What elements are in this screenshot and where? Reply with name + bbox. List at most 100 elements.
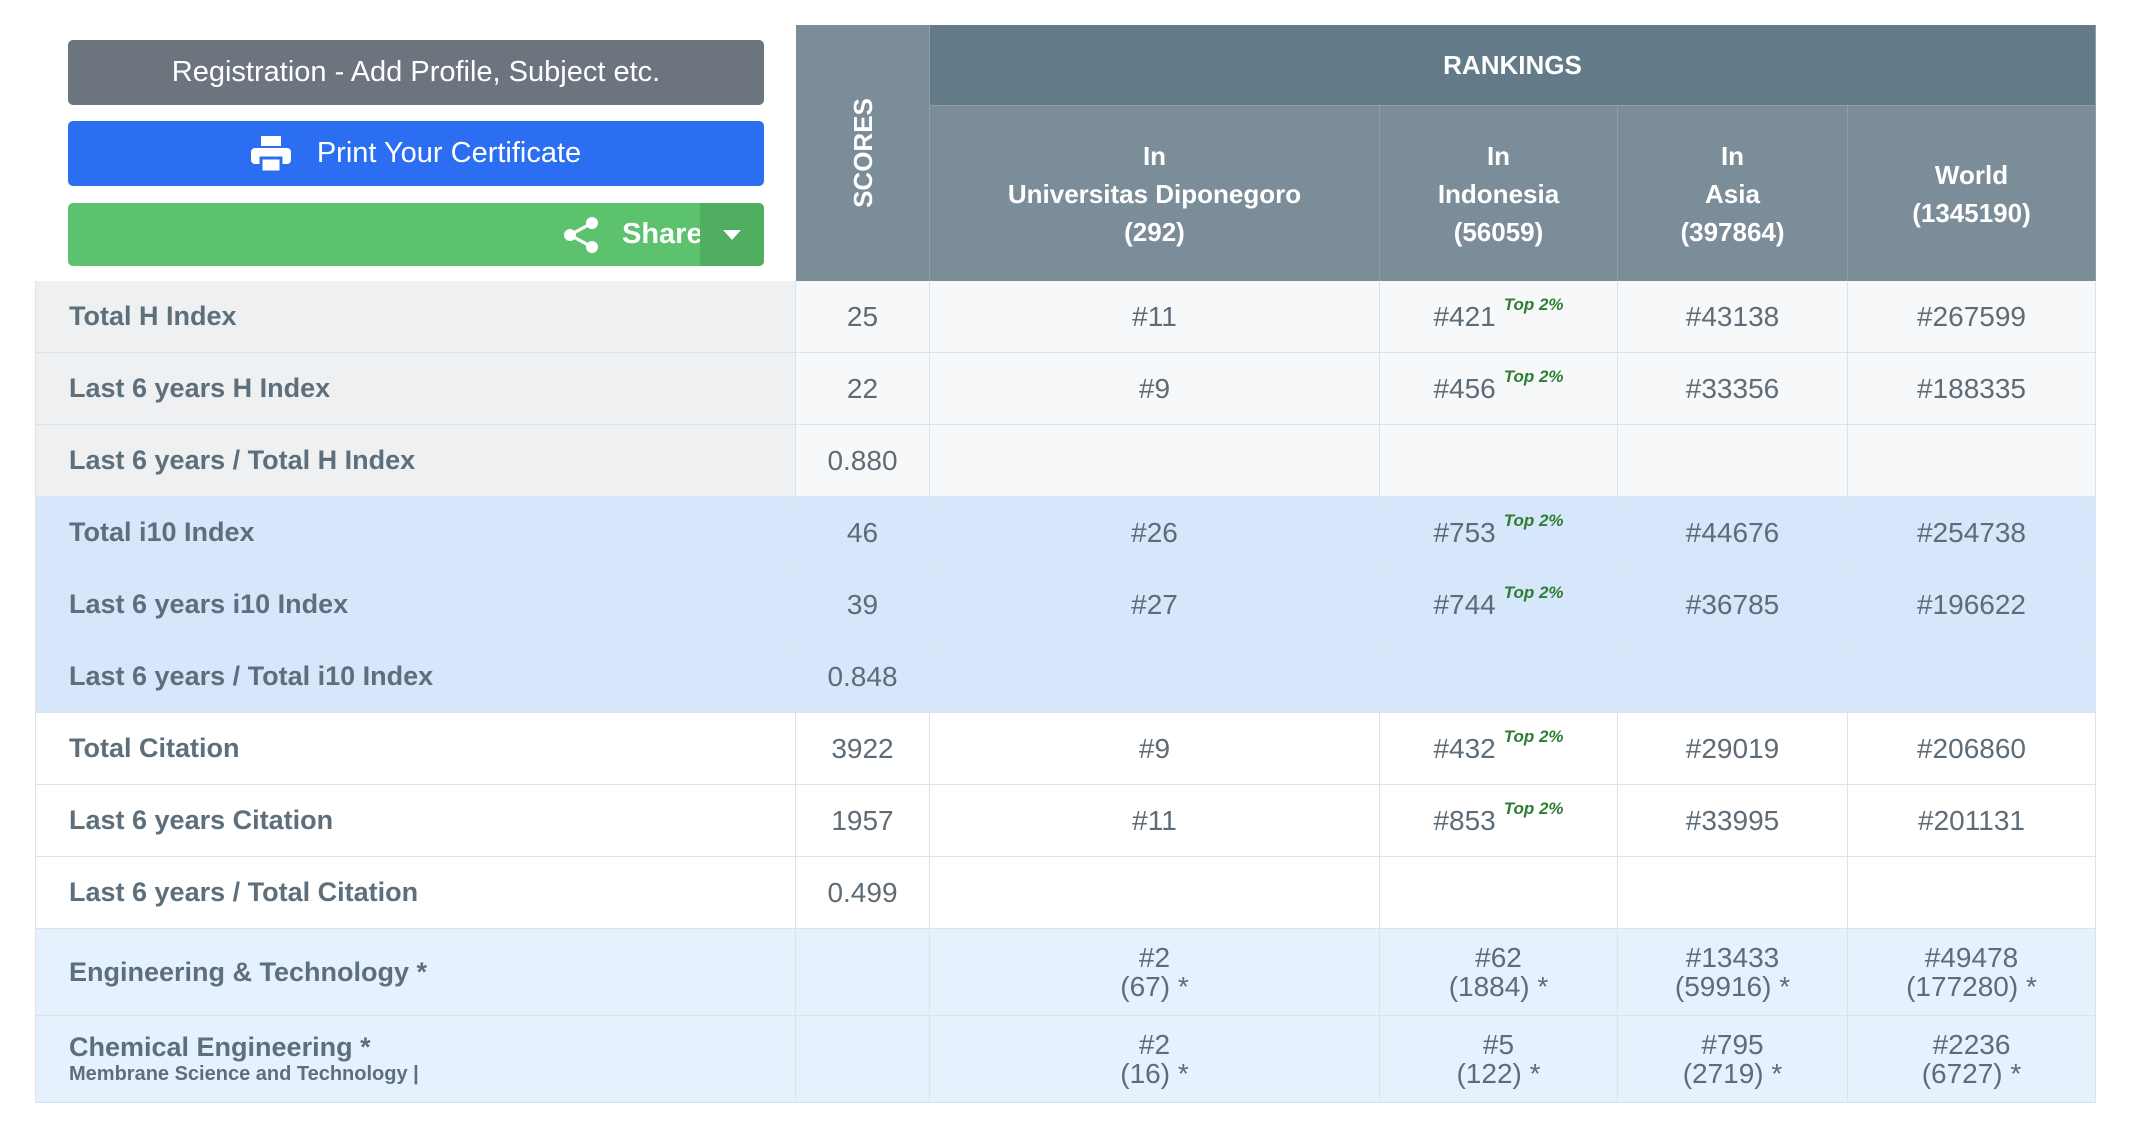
score: 22 [846,372,879,404]
rank-cell [1848,641,2096,713]
rank: #853 [1433,805,1496,836]
rank: #2 [1138,942,1171,973]
rank-cell: #5 (122) * [1380,1016,1618,1103]
score: 39 [846,588,879,620]
rank: #254738 [1916,517,2026,548]
score: 0.499 [827,876,898,908]
printer-icon [250,135,291,172]
rank-cell: #44676 [1618,497,1848,569]
rank-cell: #29019 [1618,713,1848,785]
header-line: Universitas Diponegoro [1007,178,1302,209]
rank-cell: #432 Top 2% [1380,713,1618,785]
registration-button[interactable]: Registration - Add Profile, Subject etc. [68,40,764,105]
rank: #206860 [1916,733,2026,764]
row-label: Last 6 years Citation [35,785,796,857]
rank: #43138 [1685,301,1780,332]
rank-cell: #9 [930,713,1380,785]
score-cell: 0.880 [796,425,930,497]
header-line: Asia [1705,178,1760,209]
rank-cell: #62 (1884) * [1380,929,1618,1016]
score: 25 [846,300,879,332]
rankings-header: RANKINGS [930,25,2096,106]
rank-cell: #36785 [1618,569,1848,641]
label-text: Engineering & Technology * [69,956,428,987]
rank: #33995 [1685,805,1780,836]
rank-cell [1848,425,2096,497]
score: 46 [846,516,879,548]
share-icon [564,216,598,253]
rank-cell: #49478 (177280) * [1848,929,2096,1016]
print-button[interactable]: Print Your Certificate [68,121,764,186]
rank: #26 [1131,517,1178,548]
header-line: (56059) [1453,216,1544,247]
score: 3922 [831,732,894,764]
row-label: Last 6 years i10 Index [35,569,796,641]
score-cell: 0.848 [796,641,930,713]
badge: Top 2% [1503,511,1564,530]
badge: Top 2% [1503,295,1564,314]
rank-cell [1848,857,2096,929]
rank: #188335 [1916,373,2026,404]
score-cell: 3922 [796,713,930,785]
rank-cell: #196622 [1848,569,2096,641]
score-cell: 46 [796,497,930,569]
row-label: Last 6 years / Total i10 Index [35,641,796,713]
badge: Top 2% [1503,583,1564,602]
rank: #196622 [1916,589,2026,620]
row-label: Last 6 years / Total H Index [35,425,796,497]
header-text: RANKINGS [1443,50,1582,80]
rank-count: (1884) * [1448,971,1549,1002]
label-text: Total i10 Index [69,517,255,547]
sublabel-text: Membrane Science and Technology | [69,1063,419,1085]
label-text: Last 6 years H Index [69,373,331,403]
score-cell: 39 [796,569,930,641]
score: 1957 [831,804,894,836]
score-cell [796,1016,930,1103]
column-header: World (1345190) [1848,106,2096,281]
header-line: In [1720,140,1745,171]
rank-cell: #43138 [1618,281,1848,353]
label-text: Last 6 years / Total H Index [69,445,416,475]
rank-count: (16) * [1120,1058,1189,1089]
label-text: Last 6 years / Total Citation [69,877,419,907]
caret [723,229,741,240]
rank-cell: #744 Top 2% [1380,569,1618,641]
rank: #201131 [1918,805,2025,836]
rank-cell: #421 Top 2% [1380,281,1618,353]
rank-cell: #2 (67) * [930,929,1380,1016]
score-cell [796,929,930,1016]
label-text: Last 6 years i10 Index [69,589,349,619]
header-line: (1345190) [1912,197,2031,228]
score: 0.848 [827,660,898,692]
header-line: (397864) [1680,216,1785,247]
label-text: Last 6 years Citation [69,805,334,835]
rank-cell [1618,641,1848,713]
button-label: Share [622,218,703,250]
button-label: Print Your Certificate [316,137,582,169]
column-header: In Universitas Diponegoro (292) [930,106,1380,281]
header-line: In [1486,140,1511,171]
rank-cell: #33356 [1618,353,1848,425]
rank-cell: #188335 [1848,353,2096,425]
share-dropdown[interactable] [700,203,764,266]
rank: #49478 [1924,942,2019,973]
rank: #29019 [1685,733,1780,764]
rank-count: (122) * [1456,1058,1541,1089]
rank-cell [1618,857,1848,929]
rank: #456 [1433,373,1496,404]
column-header: In Indonesia (56059) [1380,106,1618,281]
button-label: Registration - Add Profile, Subject etc. [171,56,661,88]
rank-cell: #853 Top 2% [1380,785,1618,857]
share-button[interactable]: Share [68,203,764,266]
row-label: Last 6 years / Total Citation [35,857,796,929]
rank-cell: #753 Top 2% [1380,497,1618,569]
rank: #5 [1482,1029,1515,1060]
header-line: World [1934,159,2009,190]
rank-count: (59916) * [1674,971,1791,1002]
row-label: Total Citation [35,713,796,785]
label-text: Total Citation [69,733,240,763]
header-line: (292) [1124,216,1185,247]
rank-cell: #13433 (59916) * [1618,929,1848,1016]
rank: #2236 [1932,1029,2011,1060]
score-cell: 25 [796,281,930,353]
